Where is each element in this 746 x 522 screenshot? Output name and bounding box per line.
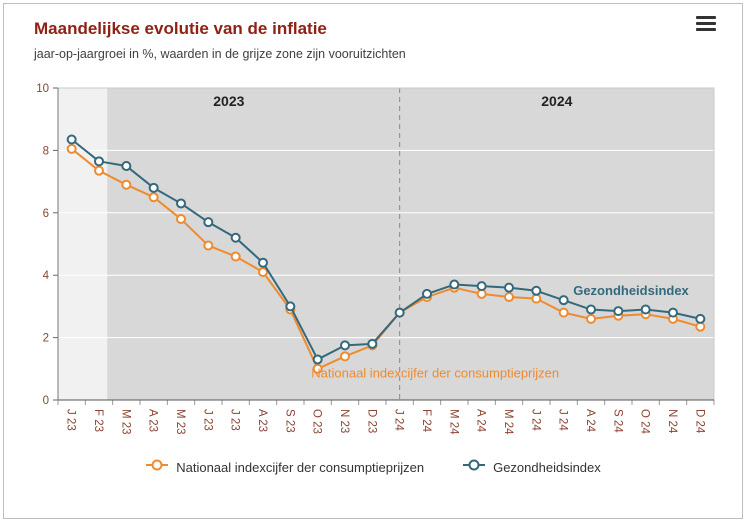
svg-text:10: 10 [36,83,49,95]
svg-text:O 24: O 24 [639,409,651,435]
svg-text:6: 6 [43,208,49,220]
svg-text:A 23: A 23 [256,409,268,432]
svg-text:M 23: M 23 [174,409,186,435]
svg-text:D 24: D 24 [693,409,705,434]
svg-text:M 23: M 23 [119,409,131,435]
chart-subtitle: jaar-op-jaargroei in %, waarden in de gr… [34,47,406,61]
svg-text:J 24: J 24 [529,409,541,431]
svg-text:D 23: D 23 [365,409,377,433]
inflation-chart[interactable]: 2023 2024 0 2 4 6 8 10 J 23 F 23 M 23 A 23 M 23 J 23 J… [8,80,720,454]
chart-title: Maandelijkse evolutie van de inflatie [34,19,327,38]
svg-text:S 23: S 23 [283,409,295,433]
svg-text:8: 8 [43,145,49,157]
chart-menu-button[interactable] [694,10,720,36]
chart-card: Maandelijkse evolutie van de inflatie ja… [3,3,743,519]
svg-text:4: 4 [43,270,50,282]
svg-text:F 24: F 24 [420,409,432,433]
line-marker-icon [145,458,169,477]
svg-text:N 24: N 24 [666,409,678,434]
legend-item-national-index[interactable]: Nationaal indexcijfer der consumptieprij… [145,458,424,477]
svg-text:Nationaal indexcijfer der cons: Nationaal indexcijfer der consumptieprij… [311,366,559,381]
svg-text:0: 0 [43,395,49,407]
svg-text:A 23: A 23 [147,409,159,432]
svg-text:A 24: A 24 [475,409,487,433]
svg-text:J 23: J 23 [229,409,241,431]
svg-text:J 24: J 24 [557,409,569,431]
chart-header: Maandelijkse evolutie van de inflatie ja… [4,4,742,62]
chart-legend: Nationaal indexcijfer der consumptieprij… [4,458,742,477]
legend-label-health-index: Gezondheidsindex [493,460,601,475]
svg-text:S 24: S 24 [611,409,623,433]
svg-text:2: 2 [43,333,49,345]
line-marker-icon [462,458,486,477]
svg-text:F 23: F 23 [92,409,104,432]
svg-text:J 23: J 23 [65,409,77,431]
legend-label-national-index: Nationaal indexcijfer der consumptieprij… [176,460,425,475]
svg-text:N 23: N 23 [338,409,350,433]
svg-text:Gezondheidsindex: Gezondheidsindex [573,283,689,298]
svg-text:M 24: M 24 [447,409,459,435]
svg-text:J 24: J 24 [393,409,405,431]
svg-text:2023: 2023 [213,93,244,109]
legend-item-health-index[interactable]: Gezondheidsindex [462,458,601,477]
hamburger-icon [696,15,718,31]
svg-text:O 23: O 23 [311,409,323,434]
svg-text:J 23: J 23 [201,409,213,431]
svg-text:2024: 2024 [541,93,572,109]
svg-text:A 24: A 24 [584,409,596,433]
svg-text:M 24: M 24 [502,409,514,435]
